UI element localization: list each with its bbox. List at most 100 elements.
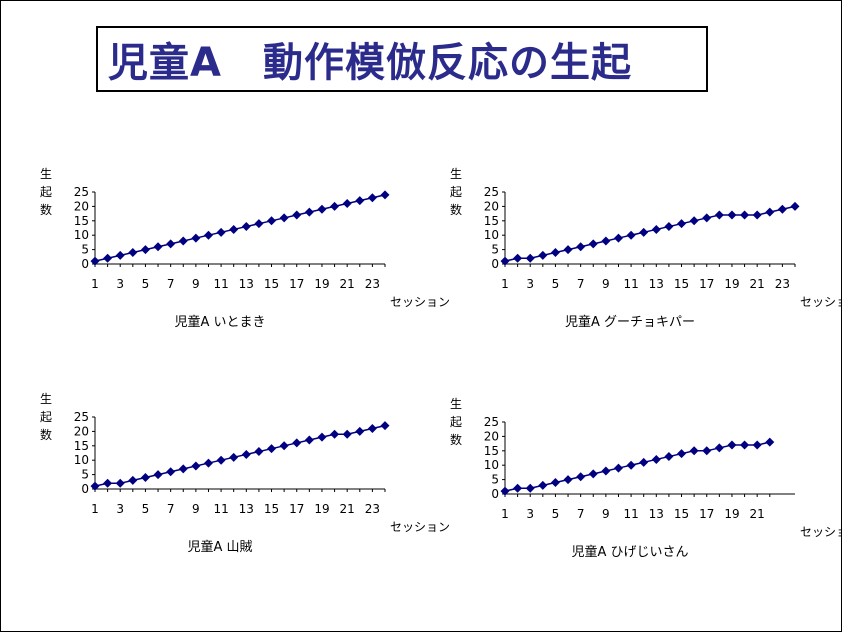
data-point-marker [588,469,598,479]
data-point-marker [216,227,226,237]
y-tick-label: 10 [484,458,499,472]
x-tick-label: 23 [775,277,790,291]
data-point-marker [777,204,787,214]
x-tick-label: 11 [623,277,638,291]
y-tick-label: 5 [81,468,89,482]
x-tick-label: 9 [602,507,610,521]
x-tick-label: 11 [213,502,228,516]
data-point-marker [601,466,611,476]
x-tick-label: 15 [264,502,279,516]
data-point-marker [140,472,150,482]
data-point-marker [304,207,314,217]
data-point-marker [639,457,649,467]
data-point-marker [115,250,125,260]
data-point-marker [538,480,548,490]
data-point-marker [241,222,251,232]
data-point-marker [563,245,573,255]
x-tick-label: 3 [526,507,534,521]
x-tick-label: 7 [167,502,175,516]
y-tick-label: 0 [81,482,89,496]
data-point-marker [677,219,687,229]
data-point-marker [702,446,712,456]
y-tick-label: 20 [484,199,499,213]
data-point-marker [153,470,163,480]
y-tick-label: 25 [74,185,89,199]
x-tick-label: 17 [699,277,714,291]
x-tick-label: 21 [750,277,765,291]
data-point-marker [115,478,125,488]
data-point-marker [513,253,523,263]
x-tick-label: 15 [674,507,689,521]
data-point-marker [563,475,573,485]
y-axis-label-char: 起 [40,185,52,199]
y-tick-label: 10 [484,228,499,242]
data-point-marker [601,236,611,246]
x-tick-label: 17 [289,277,304,291]
data-point-marker [790,201,800,211]
y-tick-label: 15 [74,214,89,228]
data-point-marker [765,207,775,217]
data-point-marker [254,219,264,229]
data-point-marker [191,461,201,471]
x-tick-label: 21 [340,502,355,516]
data-point-marker [752,440,762,450]
y-axis-label-char: 数 [40,202,52,217]
y-tick-label: 0 [491,257,499,271]
data-point-marker [229,224,239,234]
x-tick-label: 1 [501,277,509,291]
y-tick-label: 5 [491,243,499,257]
chart-higejiisan: 生起数051015202513579111315171921セッション児童A ひ… [450,397,842,560]
x-tick-label: 11 [213,277,228,291]
x-tick-label: 7 [167,277,175,291]
data-point-marker [727,440,737,450]
data-point-marker [613,233,623,243]
slide-title-box: 児童A 動作模倣反応の生起 [96,26,708,92]
data-point-marker [279,213,289,223]
x-tick-label: 5 [142,277,150,291]
y-axis-label-char: 数 [450,432,462,447]
data-point-marker [588,239,598,249]
x-tick-label: 17 [699,507,714,521]
y-axis-label-char: 生 [450,167,462,181]
x-tick-label: 19 [724,277,739,291]
series-line [94,424,386,487]
data-point-marker [304,435,314,445]
x-tick-label: 3 [526,277,534,291]
data-point-marker [203,230,213,240]
data-point-marker [576,472,586,482]
data-point-marker [254,447,264,457]
data-point-marker [292,438,302,448]
data-point-marker [752,210,762,220]
chart-title: 児童A いとまき [174,314,265,330]
x-tick-label: 13 [649,507,664,521]
data-point-marker [203,458,213,468]
x-tick-label: 1 [91,502,99,516]
x-tick-label: 7 [577,277,585,291]
y-tick-label: 25 [484,415,499,429]
data-point-marker [90,481,100,491]
y-tick-label: 20 [74,424,89,438]
x-tick-label: 21 [340,277,355,291]
series-line [504,205,796,262]
data-point-marker [267,444,277,454]
y-axis-label-char: 起 [450,415,462,429]
data-point-marker [664,222,674,232]
x-tick-label: 11 [623,507,638,521]
data-point-marker [191,233,201,243]
data-point-marker [740,210,750,220]
data-point-marker [651,224,661,234]
series-line [504,441,770,492]
data-point-marker [216,455,226,465]
data-point-marker [714,443,724,453]
data-point-marker [317,204,327,214]
y-tick-label: 25 [74,410,89,424]
x-tick-label: 13 [649,277,664,291]
data-point-marker [689,446,699,456]
data-point-marker [166,467,176,477]
x-tick-label: 5 [142,502,150,516]
data-point-marker [550,247,560,257]
y-axis-label-char: 数 [40,427,52,442]
y-tick-label: 10 [74,228,89,242]
